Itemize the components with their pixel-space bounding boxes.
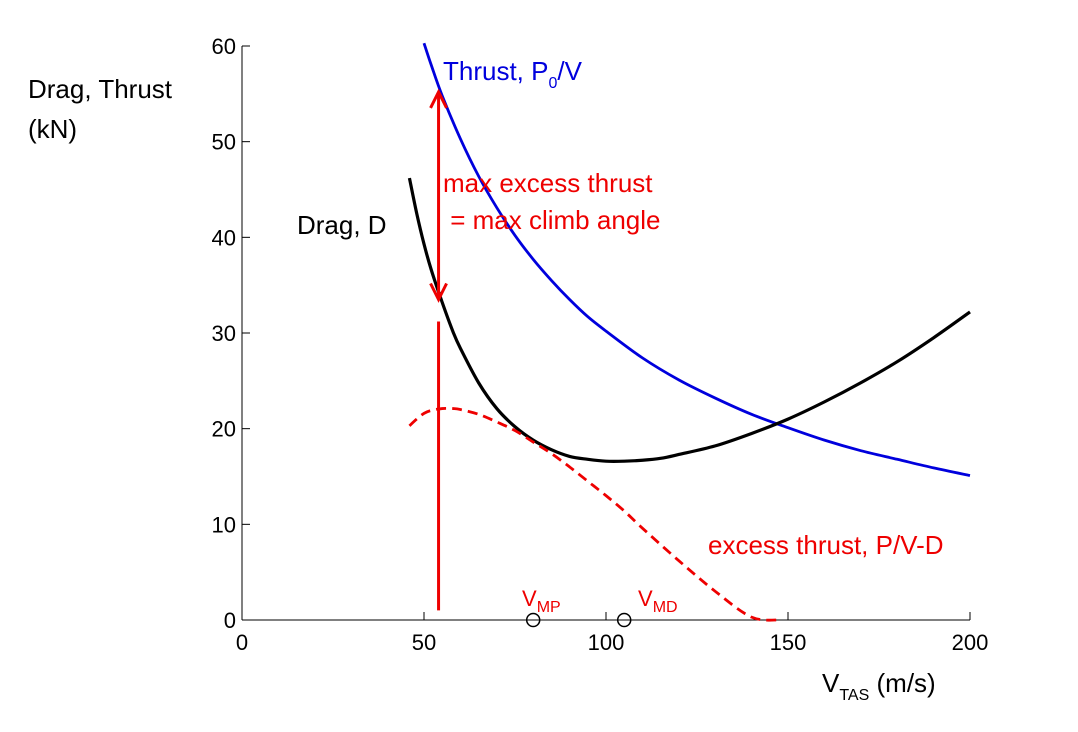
axes: 0 50 100 150 200 0 10 20 30 40 50 60 bbox=[212, 34, 989, 655]
x-tick-label: 150 bbox=[770, 630, 807, 655]
y-tick-label: 20 bbox=[212, 417, 236, 442]
x-axis-label-tail: (m/s) bbox=[869, 668, 935, 698]
vmp-label-main: V bbox=[522, 586, 537, 611]
x-tick-label: 50 bbox=[412, 630, 436, 655]
max-excess-text-line-2: = max climb angle bbox=[443, 205, 660, 235]
y-tick-label: 60 bbox=[212, 34, 236, 59]
max-excess-text-line-1: max excess thrust bbox=[443, 168, 653, 198]
thrust-series-label: Thrust, P0/V bbox=[443, 56, 583, 92]
y-axis-label-line-1: Drag, Thrust bbox=[28, 74, 173, 104]
vmd-label-main: V bbox=[638, 586, 653, 611]
thrust-label-main: Thrust, P bbox=[443, 56, 548, 86]
vmd-marker-label: VMD bbox=[638, 586, 678, 616]
vmp-marker-label: VMP bbox=[522, 586, 561, 616]
excess-series-label: excess thrust, P/V-D bbox=[708, 530, 944, 560]
vmp-marker-circle bbox=[525, 612, 541, 628]
excess-curve bbox=[408, 406, 781, 622]
x-tick-label: 200 bbox=[952, 630, 989, 655]
x-axis-label-sub: TAS bbox=[839, 687, 869, 704]
y-tick-label: 30 bbox=[212, 321, 236, 346]
vmp-label-sub: MP bbox=[537, 599, 561, 616]
x-tick-label: 0 bbox=[236, 630, 248, 655]
max-excess-arrowhead-up bbox=[429, 88, 448, 109]
thrust-label-tail: /V bbox=[557, 56, 582, 86]
x-axis-label: VTAS (m/s) bbox=[822, 668, 936, 704]
vmd-marker-circle bbox=[616, 612, 632, 628]
vmd-label-sub: MD bbox=[653, 599, 678, 616]
thrust-label-sub: 0 bbox=[548, 75, 557, 92]
max-excess-arrowhead-down bbox=[429, 282, 448, 303]
series-layer bbox=[407, 42, 971, 622]
y-tick-label: 40 bbox=[212, 225, 236, 250]
drag-curve bbox=[407, 177, 971, 463]
y-tick-label: 10 bbox=[212, 512, 236, 537]
y-axis-label-line-2: (kN) bbox=[28, 114, 77, 144]
drag-series-label: Drag, D bbox=[297, 210, 387, 240]
x-axis-label-main: V bbox=[822, 668, 840, 698]
thrust-curve bbox=[422, 42, 971, 477]
y-tick-label: 0 bbox=[224, 608, 236, 633]
y-tick-label: 50 bbox=[212, 130, 236, 155]
x-tick-label: 100 bbox=[588, 630, 625, 655]
annotation-layer bbox=[429, 88, 632, 628]
